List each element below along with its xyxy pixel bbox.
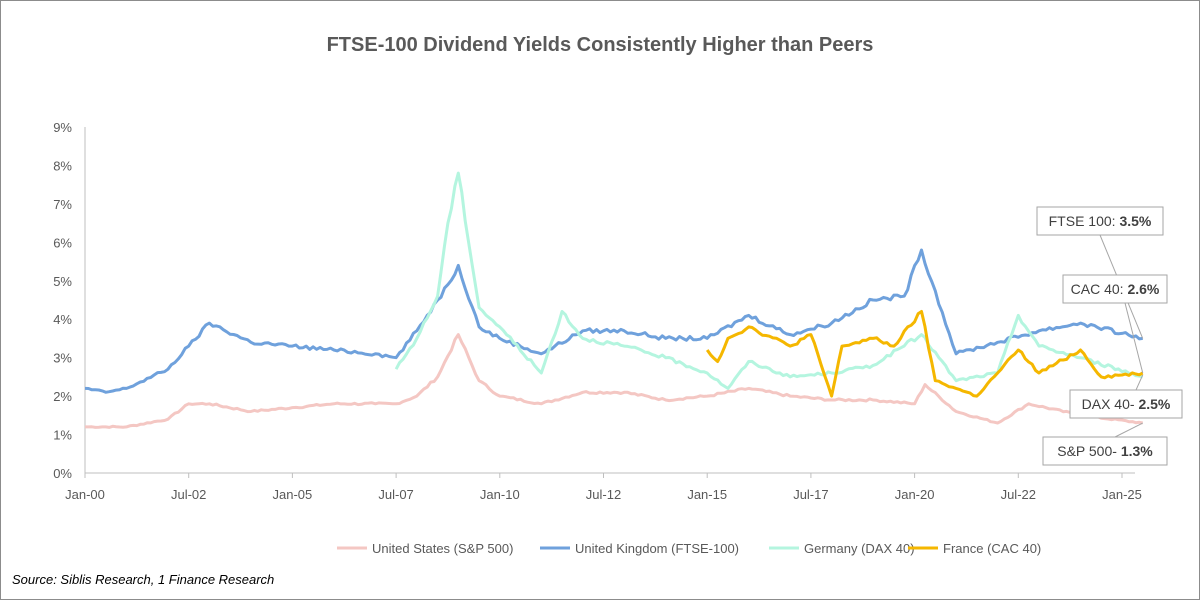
y-tick-label: 7% [53,197,72,212]
callout-leader [1124,302,1144,374]
callout-label: CAC 40: 2.6% [1071,281,1160,297]
x-tick-labels: Jan-00 Jul-02 Jan-05 Jul-07 Jan-10 Jul-12 Jan-… [65,473,1142,502]
x-tick-label: Jul-17 [793,487,828,502]
series-line-germany-dax-40 [394,171,1144,390]
x-tick-label: Jul-22 [1001,487,1036,502]
legend-label: United States (S&P 500) [372,541,513,556]
y-tick-label: 8% [53,158,72,173]
x-tick-label: Jul-12 [586,487,621,502]
series-line-france-cac-40 [705,310,1144,398]
legend-label: France (CAC 40) [943,541,1041,556]
chart-title: FTSE-100 Dividend Yields Consistently Hi… [326,34,874,56]
callout-leader [1114,422,1143,438]
y-tick-label: 3% [53,351,72,366]
callout-box [1069,389,1183,419]
legend-item: France (CAC 40) [908,541,1041,556]
x-tick-label: Jan-15 [687,487,727,502]
y-tick-label: 2% [53,389,72,404]
y-tick-label: 9% [53,120,72,135]
axes [84,127,1135,474]
callout-box [1062,274,1168,304]
callout-box [1042,436,1168,466]
x-tick-label: Jan-25 [1102,487,1142,502]
series-line-united-kingdom-ftse-100 [84,248,1143,394]
y-tick-label: 0% [53,466,72,481]
series-line-united-states-s-p-500 [85,333,1144,429]
x-tick-label: Jan-05 [273,487,313,502]
callout-box [1036,206,1164,236]
callout-value: 2.6% [1127,281,1159,297]
legend-label: Germany (DAX 40) [804,541,915,556]
y-tick-label: 5% [53,274,72,289]
callouts: FTSE 100: 3.5% CAC 40: 2.6% DAX 40- 2.5% S&… [1036,206,1183,466]
legend-label: United Kingdom (FTSE-100) [575,541,739,556]
callout-value: 1.3% [1121,443,1153,459]
callout-label: DAX 40- 2.5% [1082,396,1171,412]
callout-value: 3.5% [1119,213,1151,229]
legend-item: United Kingdom (FTSE-100) [540,541,739,556]
x-tick-label: Jul-07 [378,487,413,502]
y-tick-labels: 0% 1% 2% 3% 4% 5% 6% 7% 8% 9% [53,120,72,481]
legend-item: United States (S&P 500) [337,541,513,556]
callout-label: FTSE 100: 3.5% [1049,213,1152,229]
x-tick-label: Jan-10 [480,487,520,502]
callout-label: S&P 500- 1.3% [1057,443,1153,459]
callout-value: 2.5% [1138,396,1170,412]
x-tick-label: Jan-20 [895,487,935,502]
legend: United States (S&P 500) United Kingdom (F… [337,541,1041,556]
y-tick-label: 1% [53,428,72,443]
x-tick-label: Jan-00 [65,487,105,502]
callout-leader [1135,374,1144,391]
x-tick-label: Jul-02 [171,487,206,502]
y-tick-label: 6% [53,235,72,250]
source-note: Source: Siblis Research, 1 Finance Resea… [12,572,275,587]
y-tick-label: 4% [53,312,72,327]
legend-item: Germany (DAX 40) [769,541,915,556]
series-lines [84,171,1144,429]
